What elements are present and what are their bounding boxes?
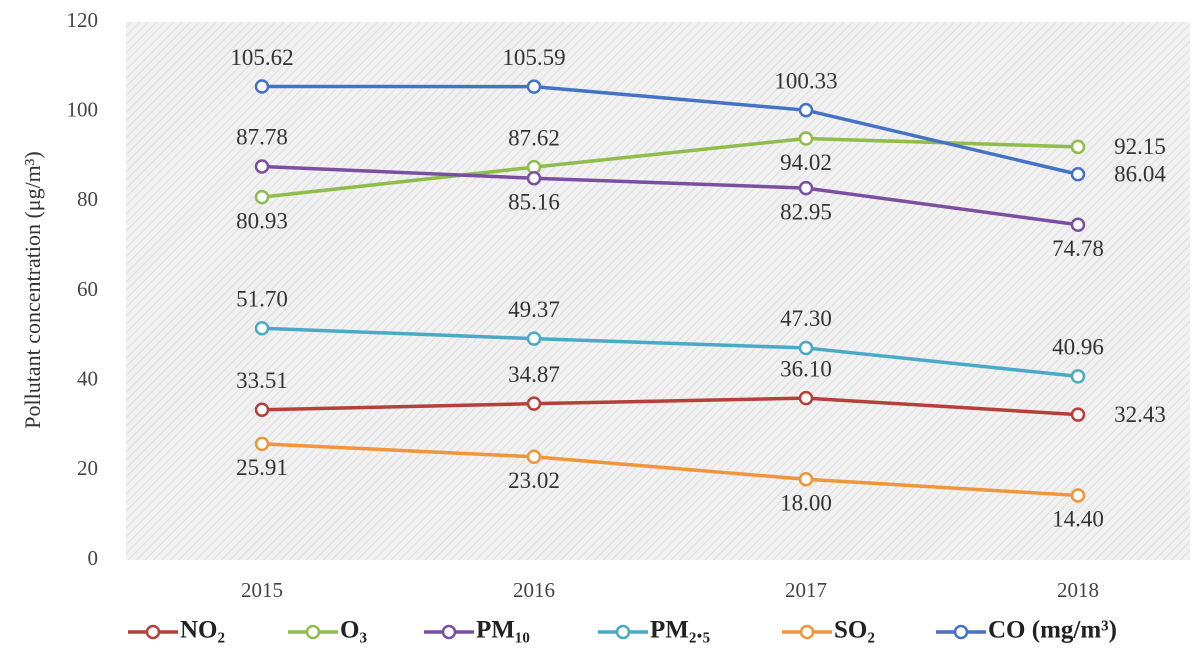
point bbox=[798, 340, 814, 356]
data-label: 85.16 bbox=[508, 189, 560, 214]
legend-label: PM₂.₅ bbox=[650, 617, 710, 644]
data-label: 40.96 bbox=[1052, 335, 1104, 360]
data-label: 87.62 bbox=[508, 125, 560, 150]
data-label: 87.78 bbox=[236, 125, 288, 150]
series-line bbox=[261, 396, 1079, 417]
point bbox=[254, 402, 270, 418]
series-line bbox=[261, 84, 1079, 176]
point bbox=[1070, 217, 1086, 232]
point bbox=[798, 131, 814, 146]
point bbox=[798, 180, 814, 196]
point bbox=[254, 159, 270, 174]
point bbox=[526, 170, 542, 186]
y-tick-label: 40 bbox=[77, 366, 98, 390]
y-tick-label: 20 bbox=[77, 456, 98, 480]
x-tick-label: 2016 bbox=[513, 578, 555, 602]
point bbox=[1070, 167, 1086, 182]
legend-label: CO (mg/m³) bbox=[988, 617, 1117, 644]
y-tick-label: 100 bbox=[67, 97, 99, 121]
data-label: 51.70 bbox=[236, 286, 288, 311]
point bbox=[1070, 488, 1086, 503]
x-tick-label: 2018 bbox=[1057, 578, 1099, 602]
point bbox=[254, 79, 270, 94]
y-tick-label: 60 bbox=[77, 277, 98, 301]
legend-marker bbox=[305, 624, 321, 640]
legend-label: O₃ bbox=[340, 617, 367, 644]
data-label: 32.43 bbox=[1114, 402, 1166, 427]
point bbox=[1070, 369, 1086, 384]
series-line bbox=[261, 442, 1079, 498]
data-label: 36.10 bbox=[780, 356, 832, 381]
data-label: 105.59 bbox=[502, 45, 565, 70]
y-tick-label: 80 bbox=[77, 187, 98, 211]
legend-label: SO₂ bbox=[834, 617, 875, 644]
point bbox=[526, 331, 542, 346]
data-label: 92.15 bbox=[1114, 134, 1166, 159]
legend-marker bbox=[441, 624, 457, 640]
point bbox=[254, 320, 270, 336]
data-label: 86.04 bbox=[1114, 162, 1166, 187]
point bbox=[526, 396, 542, 411]
legend-marker bbox=[145, 624, 161, 640]
point bbox=[1070, 139, 1086, 155]
y-axis-label: Pollutant concentration (μg/m³) bbox=[20, 151, 45, 428]
data-label: 18.00 bbox=[780, 491, 832, 516]
legend-label: PM₁₀ bbox=[476, 617, 530, 644]
y-tick-label: 0 bbox=[88, 546, 99, 570]
legend-marker bbox=[953, 624, 969, 640]
legend-label: NO₂ bbox=[180, 617, 225, 644]
point bbox=[798, 102, 814, 118]
data-label: 47.30 bbox=[780, 306, 832, 331]
data-label: 82.95 bbox=[780, 199, 832, 224]
series-line bbox=[261, 326, 1079, 379]
legend-marker bbox=[799, 624, 815, 640]
point bbox=[526, 79, 542, 94]
data-label: 34.87 bbox=[508, 362, 560, 387]
series-line bbox=[261, 164, 1079, 227]
point bbox=[1070, 407, 1086, 422]
data-label: 49.37 bbox=[508, 297, 560, 322]
data-label: 25.91 bbox=[236, 455, 288, 480]
point bbox=[798, 390, 814, 406]
x-tick-label: 2017 bbox=[785, 578, 827, 602]
data-label: 23.02 bbox=[508, 468, 560, 493]
plot-area bbox=[126, 22, 1190, 560]
point bbox=[254, 436, 270, 452]
data-label: 74.78 bbox=[1052, 236, 1104, 261]
data-label: 94.02 bbox=[780, 150, 832, 175]
x-tick-label: 2015 bbox=[241, 578, 283, 602]
y-tick-label: 120 bbox=[67, 8, 99, 32]
point bbox=[254, 189, 270, 205]
data-label: 80.93 bbox=[236, 208, 288, 233]
point bbox=[526, 449, 542, 465]
legend-marker bbox=[615, 624, 631, 640]
data-label: 105.62 bbox=[230, 45, 293, 70]
point bbox=[798, 472, 814, 487]
data-label: 14.40 bbox=[1052, 507, 1104, 532]
data-label: 33.51 bbox=[236, 368, 288, 393]
data-label: 100.33 bbox=[774, 68, 837, 93]
